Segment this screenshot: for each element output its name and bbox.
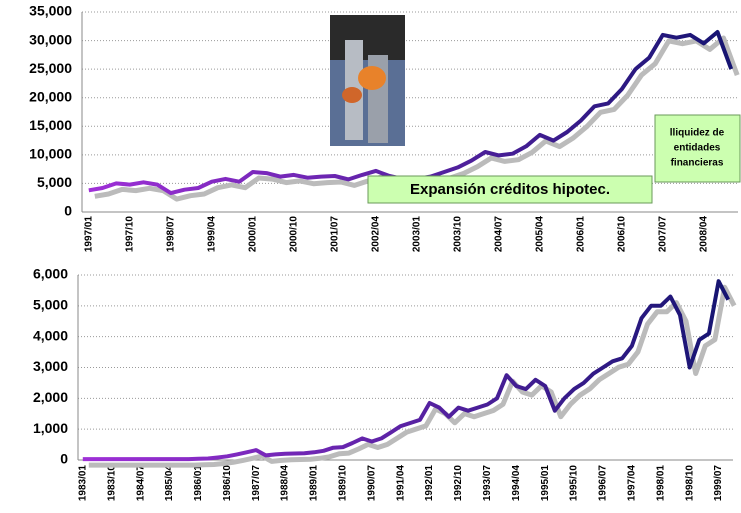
x-tick-label: 1992/01: [424, 465, 435, 502]
x-tick-label: 2000/01: [247, 216, 258, 253]
x-tick-label: 2003/01: [411, 216, 422, 253]
y-tick-label: 30,000: [29, 31, 72, 47]
y-tick-label: 5,000: [37, 174, 72, 190]
x-tick-label: 1985/04: [164, 465, 175, 502]
x-tick-label: 1988/04: [280, 465, 291, 502]
line: [89, 32, 731, 193]
x-tick-label: 1996/07: [598, 465, 609, 502]
y-tick-label: 25,000: [29, 60, 72, 76]
x-tick-label: 2001/07: [329, 216, 340, 253]
y-tick-label: 0: [64, 203, 72, 219]
x-tick-label: 2007/07: [657, 216, 668, 253]
y-tick-label: 0: [60, 451, 68, 467]
x-tick-label: 1993/07: [482, 465, 493, 502]
x-tick-label: 1995/01: [540, 465, 551, 502]
annotation: financieras: [671, 158, 724, 169]
annotation: lliquidez de: [670, 128, 725, 139]
y-tick-label: 15,000: [29, 117, 72, 133]
x-tick-label: 1998/07: [165, 216, 176, 253]
x-tick-label: 2008/04: [698, 216, 709, 253]
x-tick-label: 1984/07: [135, 465, 146, 502]
x-tick-label: 1998/01: [655, 465, 666, 502]
annotation-box: lliquidez de entidades financieras: [655, 115, 740, 182]
x-tick-label: 1998/10: [684, 465, 695, 502]
y-tick-label: 35,000: [29, 3, 72, 19]
y-tick-label: 2,000: [33, 389, 68, 405]
photo: [330, 15, 405, 146]
x-tick-label: 1983/10: [106, 465, 117, 502]
x-tick-label: 1994/04: [511, 465, 522, 502]
x-tick-label: 2006/01: [575, 216, 586, 253]
x-tick-label: 1997/04: [627, 465, 638, 502]
chart: 0 5,000 10,000 15,000 20,000 25,000 30,000 35,0…: [0, 0, 741, 513]
x-tick-label: 2000/10: [288, 216, 299, 253]
annotation: Expansión créditos hipotec.: [410, 181, 610, 198]
y-tick-label: 4,000: [33, 327, 68, 343]
y-tick-label: 6,000: [33, 266, 68, 282]
x-tick-label: 2003/10: [452, 216, 463, 253]
annotation-box: Expansión créditos hipotec.: [368, 176, 652, 203]
x-tick-label: 2006/10: [616, 216, 627, 253]
x-tick-label: 1992/10: [453, 465, 464, 502]
annotation: entidades: [674, 143, 721, 154]
x-tick-label: 1997/10: [124, 216, 135, 253]
x-tick-label: 1986/10: [222, 465, 233, 502]
x-tick-label: 2005/04: [534, 216, 545, 253]
x-tick-label: 1991/04: [395, 465, 406, 502]
x-tick-label: 1983/01: [77, 465, 88, 502]
y-tick-label: 10,000: [29, 146, 72, 162]
x-tick-label: 2004/07: [493, 216, 504, 253]
line-shadow: [89, 287, 734, 465]
x-tick-label: 1989/01: [309, 465, 320, 502]
y-tick-label: 1,000: [33, 420, 68, 436]
x-tick-label: 1995/10: [569, 465, 580, 502]
y-tick-label: 5,000: [33, 297, 68, 313]
x-tick-label: 1990/07: [366, 465, 377, 502]
x-tick-label: 1986/01: [193, 465, 204, 502]
x-tick-label: 1999/04: [206, 216, 217, 253]
y-tick-label: 20,000: [29, 88, 72, 104]
y-tick-label: 3,000: [33, 358, 68, 374]
x-tick-label: 1999/07: [713, 465, 724, 502]
x-tick-label: 1997/01: [83, 216, 94, 253]
x-tick-label: 2002/04: [370, 216, 381, 253]
x-tick-label: 1989/10: [338, 465, 349, 502]
x-tick-label: 1987/07: [251, 465, 262, 502]
